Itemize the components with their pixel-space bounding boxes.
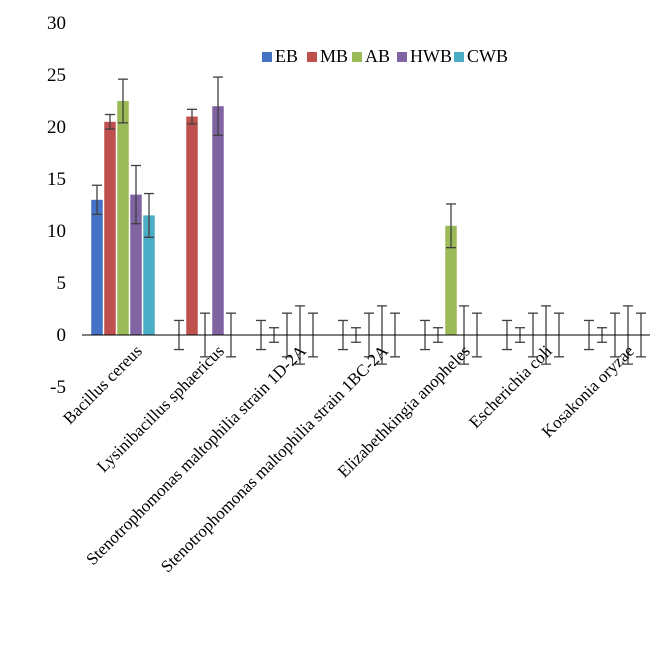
legend-item: AB xyxy=(352,46,390,66)
error-bar xyxy=(105,113,115,130)
bar-mb xyxy=(104,121,116,335)
bar-hwb xyxy=(130,194,142,335)
legend: EB MB AB HWB CWB xyxy=(262,46,508,66)
y-axis: 30 25 20 15 10 5 0 -5 xyxy=(47,13,66,398)
y-tick-label: 30 xyxy=(47,13,66,34)
error-bar xyxy=(213,76,223,136)
y-tick-label: 15 xyxy=(47,169,66,190)
bar-hwb xyxy=(212,106,224,335)
legend-item: CWB xyxy=(454,46,508,66)
legend-swatch xyxy=(454,52,464,62)
bar-eb xyxy=(91,199,103,335)
legend-item: MB xyxy=(307,46,348,66)
bar-group xyxy=(174,76,236,358)
bar-groups xyxy=(91,76,646,365)
error-bar xyxy=(187,108,197,125)
legend-label: HWB xyxy=(410,46,452,66)
x-tick-label: Elizabethkingia anopheles xyxy=(334,341,474,481)
bar-cwb xyxy=(143,215,155,335)
error-bar xyxy=(92,184,102,216)
y-tick-label: 5 xyxy=(57,273,67,294)
error-bar xyxy=(446,203,456,249)
legend-label: EB xyxy=(275,46,298,66)
legend-swatch xyxy=(352,52,362,62)
legend-label: MB xyxy=(320,46,348,66)
legend-label: CWB xyxy=(467,46,508,66)
legend-item: HWB xyxy=(397,46,452,66)
bar-ab xyxy=(445,225,457,335)
legend-swatch xyxy=(397,52,407,62)
legend-swatch xyxy=(262,52,272,62)
legend-swatch xyxy=(307,52,317,62)
legend-item: EB xyxy=(262,46,298,66)
bar-ab xyxy=(117,101,129,335)
y-tick-label: 20 xyxy=(47,117,66,138)
bar-mb xyxy=(186,116,198,335)
x-tick-label: Bacillus cereus xyxy=(59,341,146,428)
y-tick-label: 10 xyxy=(47,221,66,242)
bar-group xyxy=(91,78,155,335)
error-bar xyxy=(118,78,128,124)
error-bar xyxy=(144,192,154,238)
y-tick-label: -5 xyxy=(50,377,66,398)
y-tick-label: 25 xyxy=(47,65,66,86)
error-bar xyxy=(131,164,141,225)
legend-label: AB xyxy=(365,46,390,66)
x-tick-label: Escherichia coli xyxy=(465,341,556,432)
bar-group xyxy=(420,203,482,365)
y-tick-label: 0 xyxy=(57,325,67,346)
